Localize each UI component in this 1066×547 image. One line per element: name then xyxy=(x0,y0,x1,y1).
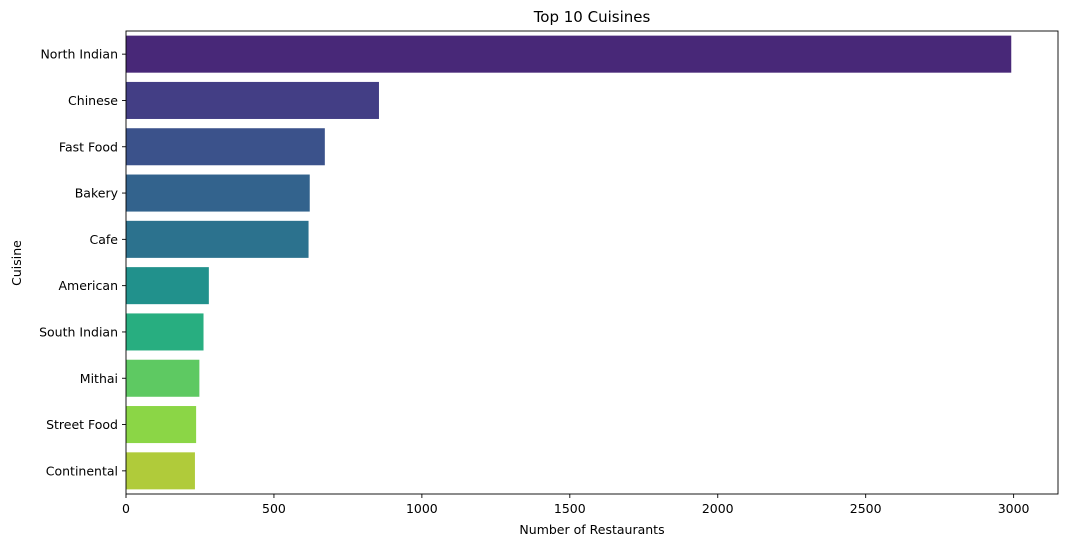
x-ticks: 0 500 1000 1500 2000 2500 3000 xyxy=(122,494,1030,516)
x-tick-label: 0 xyxy=(122,501,130,516)
y-tick-label: North Indian xyxy=(40,47,118,62)
bars-group xyxy=(126,35,1012,490)
y-tick-label: Bakery xyxy=(75,186,119,201)
chart-title: Top 10 Cuisines xyxy=(533,8,651,26)
bar-bakery xyxy=(126,174,310,212)
y-tick-label: Cafe xyxy=(90,232,119,247)
y-tick-label: Street Food xyxy=(46,417,118,432)
y-tick-label: Chinese xyxy=(68,93,118,108)
plot-frame xyxy=(125,30,1059,495)
y-tick-labels: North Indian Chinese Fast Food Bakery Cafe Am… xyxy=(39,47,126,478)
bar-south-indian xyxy=(126,313,204,351)
bar-mithai xyxy=(126,359,200,397)
y-tick-label: Continental xyxy=(46,463,118,478)
x-axis-label: Number of Restaurants xyxy=(519,522,664,537)
y-tick-label: Mithai xyxy=(80,371,118,386)
x-tick-label: 3000 xyxy=(998,501,1030,516)
x-tick-label: 2500 xyxy=(850,501,882,516)
bar-street-food xyxy=(126,406,197,444)
bar-fast-food xyxy=(126,128,325,166)
x-tick-label: 1000 xyxy=(406,501,438,516)
y-tick-label: American xyxy=(59,278,119,293)
bar-continental xyxy=(126,452,195,490)
x-tick-label: 1500 xyxy=(554,501,586,516)
bar-north-indian xyxy=(126,35,1012,73)
bar-chinese xyxy=(126,81,379,119)
y-tick-label: South Indian xyxy=(39,324,118,339)
y-axis-label: Cuisine xyxy=(9,240,24,286)
x-tick-label: 2000 xyxy=(702,501,734,516)
bar-american xyxy=(126,267,209,305)
bar-cafe xyxy=(126,220,309,258)
x-tick-label: 500 xyxy=(262,501,286,516)
y-tick-label: Fast Food xyxy=(59,139,118,154)
